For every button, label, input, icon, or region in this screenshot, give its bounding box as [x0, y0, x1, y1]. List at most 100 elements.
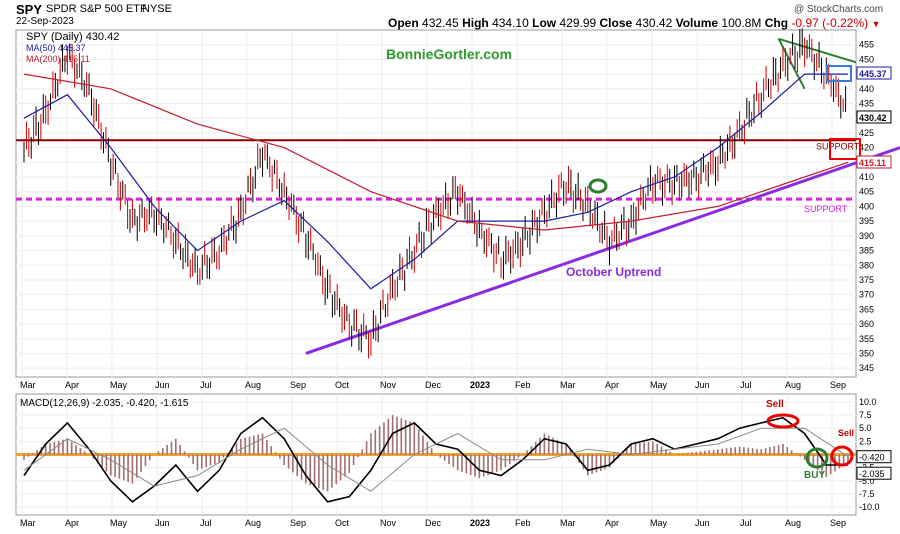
macd-histogram-bar: [374, 429, 377, 455]
macd-histogram-bar: [790, 450, 793, 455]
exchange: NYSE: [142, 3, 172, 15]
macd-histogram-bar: [70, 441, 73, 455]
x-tick-label: May: [110, 380, 128, 390]
macd-histogram-bar: [66, 438, 69, 455]
macd-histogram-bar: [157, 451, 160, 455]
macd-histogram-bar: [699, 451, 702, 455]
x-tick-label: Aug: [245, 380, 261, 390]
x-tick-label: Mar: [20, 518, 36, 528]
macd-histogram-bar: [144, 454, 147, 467]
macd-histogram-bar: [188, 454, 190, 458]
x-tick-label: Oct: [335, 380, 350, 390]
macd-histogram-bar: [626, 448, 628, 455]
x-tick-label: Apr: [605, 380, 619, 390]
macd-histogram-bar: [604, 454, 606, 470]
y-tick-label: 375: [859, 275, 874, 285]
macd-histogram-bar: [452, 454, 455, 468]
macd-histogram-bar: [135, 454, 138, 478]
macd-histogram-bar: [209, 454, 212, 466]
macd-histogram-bar: [799, 454, 802, 457]
macd-histogram-bar: [508, 454, 511, 464]
macd-histogram-bar: [49, 442, 51, 455]
y-tick-label: 355: [859, 334, 874, 344]
x-tick-label: Jul: [740, 518, 752, 528]
x-tick-label: Mar: [560, 380, 576, 390]
macd-histogram-bar: [795, 453, 797, 455]
x-tick-label: 2023: [470, 380, 490, 390]
macd-histogram-bar: [214, 454, 216, 464]
macd-histogram-bar: [36, 450, 38, 455]
macd-y-tick-label: -7.5: [859, 489, 875, 499]
support-label: SUPPORT: [816, 141, 860, 151]
x-tick-label: Dec: [425, 518, 442, 528]
macd-histogram-bar: [803, 454, 806, 460]
macd-histogram-bar: [244, 437, 246, 455]
ohlc-row: Open 432.45 High 434.10 Low 429.99 Close…: [388, 16, 880, 30]
macd-histogram-bar: [539, 437, 541, 455]
macd-histogram-bar: [482, 454, 485, 477]
macd-histogram-bar: [439, 454, 442, 458]
value-box: [856, 110, 892, 124]
macd-histogram-bar: [192, 454, 194, 464]
macd-annotation-circle: [830, 445, 854, 467]
open-value: 432.45: [422, 16, 459, 30]
macd-histogram-bar: [678, 453, 680, 455]
macd-histogram-bar: [161, 448, 164, 455]
x-tick-label: Jul: [200, 380, 212, 390]
x-tick-label: May: [110, 518, 128, 528]
macd-histogram-bar: [183, 451, 186, 455]
macd-histogram-bar: [621, 453, 624, 455]
macd-histogram-bar: [279, 454, 281, 459]
chg-label: Chg: [764, 16, 789, 30]
macd-histogram-bar: [652, 441, 654, 455]
macd-histogram-bar: [773, 446, 776, 455]
macd-histogram-bar: [348, 454, 351, 473]
macd-histogram-bar: [456, 454, 459, 471]
macd-histogram-bar: [786, 447, 789, 455]
macd-y-tick-label: 10.0: [859, 397, 877, 407]
ticker-symbol: SPY: [16, 2, 43, 17]
macd-histogram-bar: [656, 443, 658, 455]
macd-annotation-sell: Sell: [838, 428, 854, 438]
macd-histogram-bar: [196, 454, 199, 471]
y-tick-label: 350: [859, 348, 874, 358]
macd-histogram-bar: [547, 435, 550, 455]
macd-histogram-bar: [344, 454, 346, 477]
macd-y-tick-label: 2.5: [859, 436, 872, 446]
macd-histogram-bar: [57, 440, 60, 455]
macd-histogram-bar: [75, 445, 77, 455]
macd-histogram-bar: [101, 454, 103, 468]
macd-histogram-bar: [322, 454, 325, 490]
x-tick-label: Mar: [560, 518, 576, 528]
macd-histogram-bar: [756, 448, 758, 455]
low-label: Low: [532, 16, 557, 30]
macd-histogram-bar: [292, 454, 294, 473]
macd-histogram-bar: [287, 454, 290, 469]
macd-histogram-bar: [517, 454, 520, 458]
macd-histogram-bar: [218, 454, 220, 463]
x-tick-label: Feb: [515, 518, 531, 528]
x-tick-label: Feb: [515, 380, 531, 390]
macd-histogram-bar: [513, 454, 515, 461]
y-tick-label: 380: [859, 260, 874, 270]
macd-histogram-bar: [543, 433, 546, 455]
macd-histogram-bar: [639, 442, 641, 455]
macd-histogram-bar: [630, 443, 632, 455]
macd-histogram-bar: [339, 454, 342, 481]
legend-ma50: MA(50) 445.37: [26, 43, 86, 53]
x-tick-label: Dec: [425, 380, 442, 390]
value-box-label: 430.42: [859, 113, 887, 123]
x-tick-label: Apr: [605, 518, 619, 528]
macd-annotation-circle: [805, 447, 829, 469]
macd-value-box: [856, 450, 892, 464]
y-tick-label: 440: [859, 84, 874, 94]
macd-histogram-bar: [62, 439, 64, 455]
macd-histogram-bar: [838, 454, 841, 469]
macd-y-tick-label: 5.0: [859, 423, 872, 433]
macd-histogram-bar: [313, 454, 316, 487]
macd-histogram-bar: [261, 433, 264, 455]
macd-histogram-bar: [708, 450, 711, 455]
y-tick-label: 425: [859, 128, 874, 138]
macd-histogram-bar: [248, 436, 251, 455]
macd-histogram-bar: [647, 441, 650, 455]
